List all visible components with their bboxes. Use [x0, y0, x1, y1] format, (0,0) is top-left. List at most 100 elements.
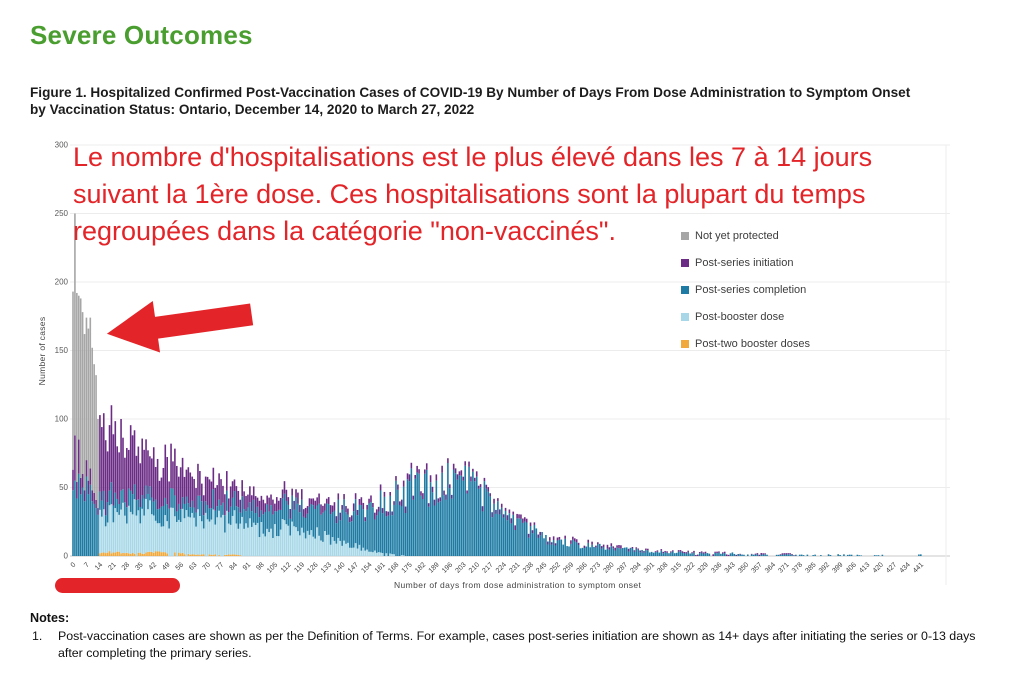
svg-text:427: 427	[885, 561, 898, 574]
note-number: 1.	[32, 629, 43, 643]
svg-text:49: 49	[161, 561, 172, 572]
svg-text:322: 322	[683, 561, 696, 574]
svg-text:434: 434	[899, 561, 912, 574]
legend-label: Post-two booster doses	[695, 337, 810, 350]
annotation-line-1: Le nombre d'hospitalisations est le plus…	[73, 142, 873, 172]
svg-text:252: 252	[549, 561, 562, 574]
svg-text:133: 133	[320, 561, 333, 574]
svg-text:203: 203	[455, 561, 468, 574]
figure-caption-line-1: Figure 1. Hospitalized Confirmed Post-Va…	[30, 85, 911, 100]
svg-text:161: 161	[374, 561, 387, 574]
legend-swatch-icon	[681, 285, 689, 294]
svg-text:300: 300	[55, 141, 69, 150]
svg-text:70: 70	[202, 561, 213, 572]
svg-text:385: 385	[804, 561, 817, 574]
svg-text:413: 413	[858, 561, 871, 574]
svg-text:217: 217	[481, 561, 494, 574]
svg-text:301: 301	[643, 561, 656, 574]
x-axis-title: Number of days from dose administration …	[394, 580, 642, 590]
svg-text:329: 329	[697, 561, 710, 574]
figure-caption-line-2: by Vaccination Status: Ontario, December…	[30, 102, 475, 117]
svg-text:21: 21	[107, 561, 118, 572]
svg-text:250: 250	[55, 209, 69, 218]
page-title: Severe Outcomes	[30, 20, 253, 50]
red-arrow-icon	[106, 301, 254, 353]
svg-text:364: 364	[764, 561, 777, 574]
svg-text:200: 200	[55, 278, 69, 287]
svg-text:154: 154	[360, 561, 373, 574]
svg-text:308: 308	[656, 561, 669, 574]
svg-text:112: 112	[280, 561, 293, 574]
legend-label: Post-series initiation	[695, 256, 794, 269]
svg-text:392: 392	[818, 561, 831, 574]
svg-text:294: 294	[629, 561, 642, 574]
svg-text:50: 50	[59, 483, 68, 492]
svg-text:84: 84	[228, 561, 239, 572]
note-item-1: 1. Post-vaccination cases are shown as p…	[30, 628, 988, 661]
svg-text:399: 399	[831, 561, 844, 574]
chart-legend: Not yet protected Post-series initiation…	[681, 222, 810, 357]
svg-text:378: 378	[791, 561, 804, 574]
note-text: Post-vaccination cases are shown as per …	[58, 629, 976, 660]
svg-text:14: 14	[94, 561, 105, 572]
svg-text:224: 224	[495, 561, 508, 574]
svg-text:168: 168	[387, 561, 400, 574]
svg-text:315: 315	[670, 561, 683, 574]
legend-swatch-icon	[681, 339, 689, 348]
svg-text:350: 350	[737, 561, 750, 574]
legend-item-not-yet-protected: Not yet protected	[681, 222, 810, 249]
svg-text:91: 91	[242, 561, 253, 572]
svg-text:147: 147	[347, 561, 360, 574]
legend-item-post-series-completion: Post-series completion	[681, 276, 810, 303]
annotation-line-2: suivant la 1ère dose. Ces hospitalisatio…	[73, 179, 866, 209]
red-underline-marker	[55, 578, 180, 593]
svg-text:7: 7	[83, 561, 91, 569]
svg-text:175: 175	[401, 561, 414, 574]
svg-text:287: 287	[616, 561, 629, 574]
svg-text:196: 196	[441, 561, 454, 574]
svg-text:77: 77	[215, 561, 226, 572]
svg-text:441: 441	[912, 561, 925, 574]
legend-label: Not yet protected	[695, 229, 779, 242]
svg-text:231: 231	[508, 561, 521, 574]
notes-section: Notes: 1. Post-vaccination cases are sho…	[30, 611, 988, 661]
svg-text:35: 35	[134, 561, 145, 572]
svg-text:100: 100	[55, 415, 69, 424]
legend-item-post-series-initiation: Post-series initiation	[681, 249, 810, 276]
svg-text:280: 280	[603, 561, 616, 574]
svg-text:210: 210	[468, 561, 481, 574]
legend-swatch-icon	[681, 312, 689, 321]
svg-text:406: 406	[845, 561, 858, 574]
french-annotation: Le nombre d'hospitalisations est le plus…	[73, 139, 872, 250]
svg-text:266: 266	[576, 561, 589, 574]
svg-text:63: 63	[188, 561, 199, 572]
svg-text:371: 371	[777, 561, 790, 574]
figure-caption: Figure 1. Hospitalized Confirmed Post-Va…	[30, 84, 910, 118]
svg-text:98: 98	[255, 561, 266, 572]
y-axis-title: Number of cases	[37, 316, 47, 386]
svg-text:336: 336	[710, 561, 723, 574]
svg-text:273: 273	[589, 561, 602, 574]
legend-label: Post-series completion	[695, 283, 807, 296]
svg-text:238: 238	[522, 561, 535, 574]
svg-text:28: 28	[121, 561, 132, 572]
legend-item-post-booster-dose: Post-booster dose	[681, 303, 810, 330]
svg-text:42: 42	[148, 561, 159, 572]
svg-text:126: 126	[306, 561, 319, 574]
svg-text:182: 182	[414, 561, 427, 574]
svg-text:357: 357	[751, 561, 764, 574]
svg-text:56: 56	[175, 561, 186, 572]
svg-text:343: 343	[724, 561, 737, 574]
svg-text:189: 189	[428, 561, 441, 574]
legend-swatch-icon	[681, 231, 689, 240]
svg-text:0: 0	[70, 561, 78, 569]
annotation-line-3: regroupées dans la catégorie "non-vaccin…	[73, 216, 616, 246]
svg-text:150: 150	[55, 346, 69, 355]
legend-label: Post-booster dose	[695, 310, 785, 323]
svg-text:259: 259	[562, 561, 575, 574]
svg-text:105: 105	[266, 561, 279, 574]
svg-text:245: 245	[535, 561, 548, 574]
svg-text:119: 119	[293, 561, 306, 574]
